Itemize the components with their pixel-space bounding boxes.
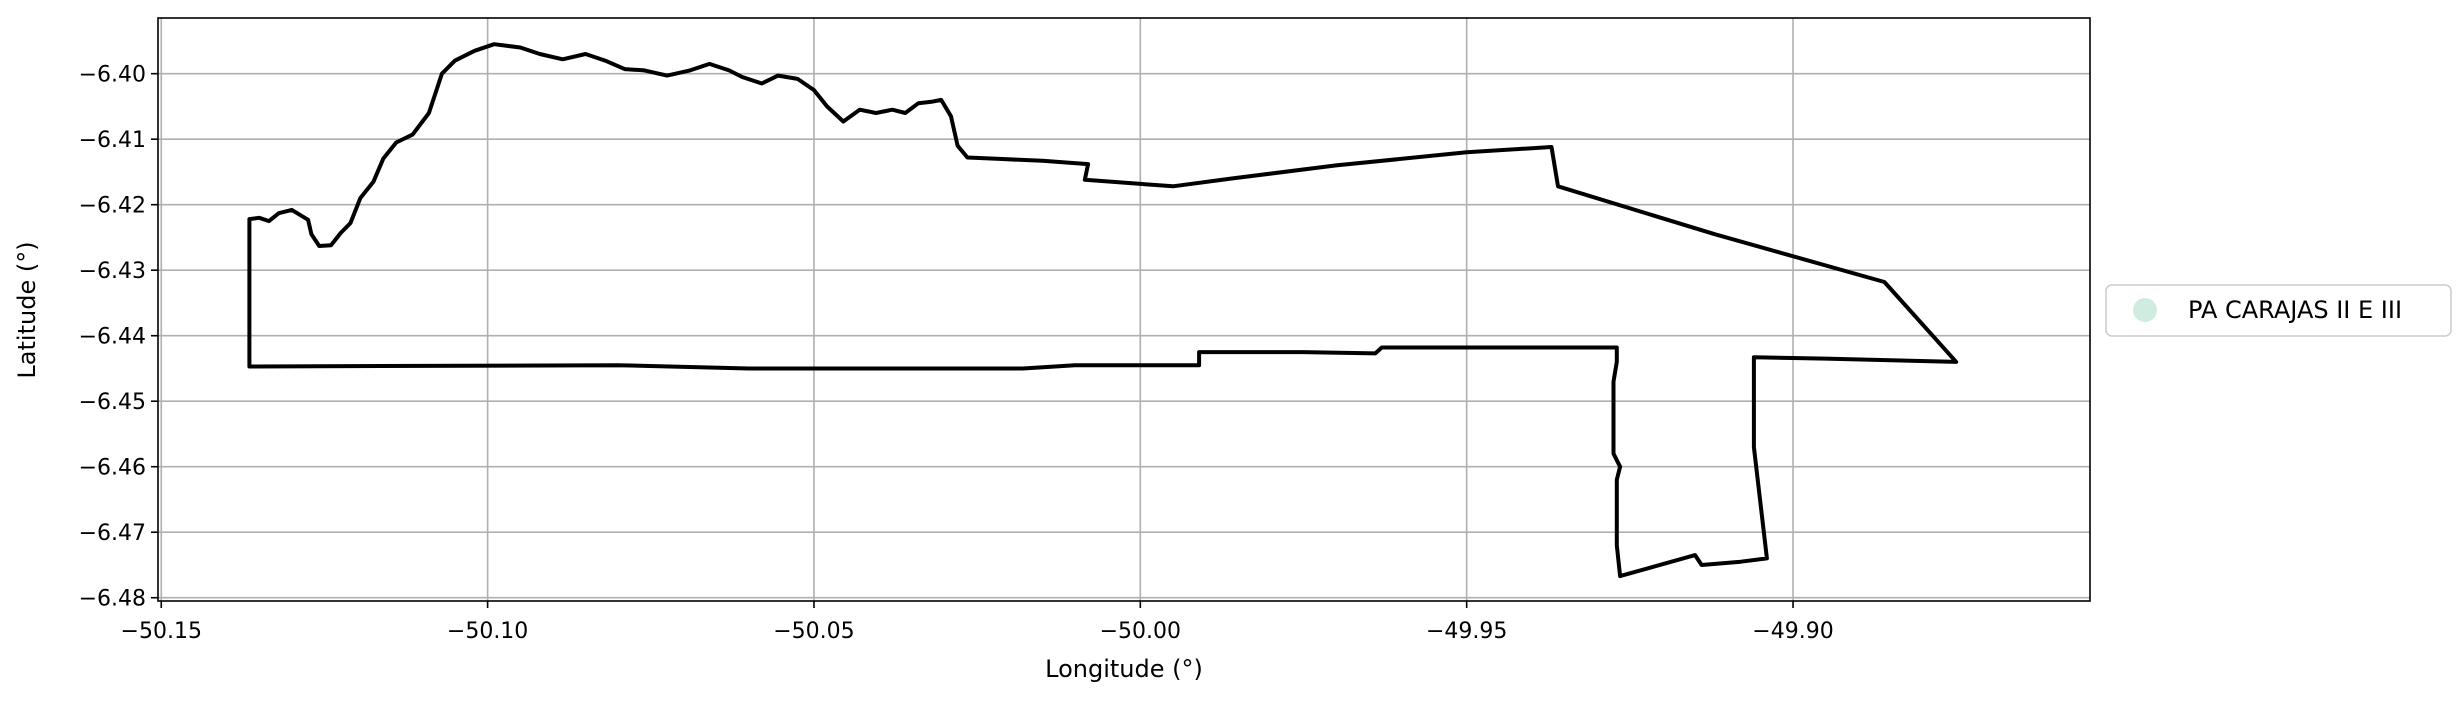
plot-frame — [157, 17, 2091, 602]
x-axis-ticks: −50.15 −50.10 −50.05 −50.00 −49.95 −49.90 — [121, 601, 1834, 644]
x-tick-label: −49.95 — [1426, 619, 1507, 644]
y-tick-label: −6.41 — [79, 128, 146, 153]
x-axis-label: Longitude (°) — [1045, 655, 1203, 683]
legend-marker — [2133, 298, 2157, 322]
y-tick-label: −6.48 — [79, 587, 146, 612]
grid — [158, 18, 2090, 601]
boundary-layer — [247, 42, 1959, 579]
y-tick-label: −6.47 — [79, 521, 146, 546]
settlement-boundary — [247, 42, 1959, 579]
x-tick-label: −50.05 — [773, 619, 854, 644]
legend-label: PA CARAJAS II E III — [2188, 296, 2402, 324]
y-tick-label: −6.46 — [79, 456, 146, 481]
y-tick-label: −6.44 — [79, 325, 146, 350]
legend: PA CARAJAS II E III — [2105, 284, 2452, 337]
y-tick-label: −6.40 — [79, 63, 146, 88]
y-axis-label: Latitude (°) — [13, 241, 41, 378]
y-tick-label: −6.43 — [79, 259, 146, 284]
x-tick-label: −49.90 — [1752, 619, 1833, 644]
legend-box — [2105, 284, 2452, 337]
x-tick-label: −50.00 — [1100, 619, 1181, 644]
y-axis-ticks: −6.40 −6.41 −6.42 −6.43 −6.44 −6.45 −6.46 −6.47… — [79, 63, 158, 612]
y-tick-label: −6.42 — [79, 194, 146, 219]
x-tick-label: −50.10 — [447, 619, 528, 644]
x-tick-label: −50.15 — [121, 619, 202, 644]
y-tick-label: −6.45 — [79, 390, 146, 415]
